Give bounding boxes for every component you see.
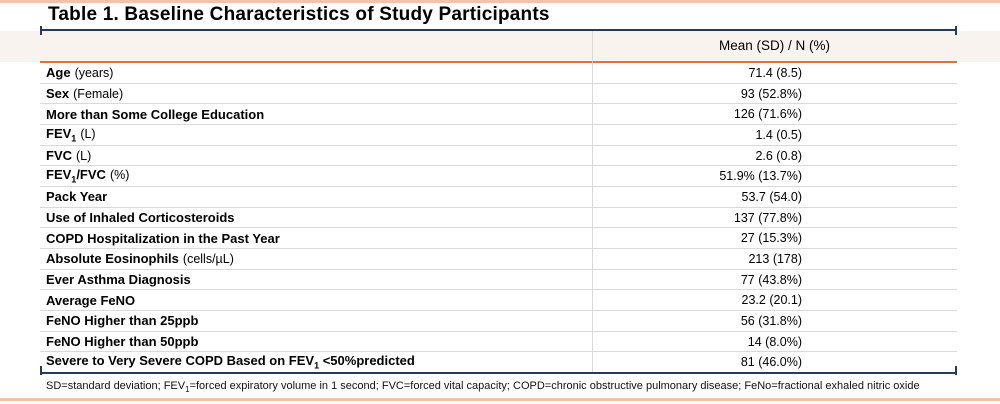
footnote-text: =forced expiratory volume in 1 second; F… [189, 380, 920, 392]
row-label: Pack Year [40, 189, 592, 204]
table-row: More than Some College Education 126 (71… [40, 104, 957, 126]
row-label: FVC (L) [40, 148, 592, 163]
row-label-bold: <50%predicted [319, 353, 415, 369]
row-label: FeNO Higher than 25ppb [40, 313, 592, 328]
row-label-bold: Ever Asthma Diagnosis [46, 272, 191, 288]
table-row: Ever Asthma Diagnosis 77 (43.8%) [40, 270, 957, 291]
row-label: Age (years) [40, 65, 592, 80]
row-value: 93 (52.8%) [740, 86, 802, 101]
row-label-bold: Age [46, 65, 71, 81]
row-value: 2.6 (0.8) [755, 148, 802, 163]
row-label: FeNO Higher than 50ppb [40, 334, 592, 349]
row-value: 56 (31.8%) [740, 313, 802, 328]
row-label-regular: (L) [76, 149, 92, 164]
table-border-tick [955, 26, 957, 35]
row-label: FEV1 (L) [40, 126, 592, 144]
row-label-subscript: 1 [314, 361, 320, 372]
baseline-characteristics-table: Mean (SD) / N (%) Age (years) 71.4 (8.5) … [40, 26, 957, 375]
row-label-bold: FVC [46, 148, 72, 164]
row-label-regular: (years) [74, 66, 114, 81]
table-header-row: Mean (SD) / N (%) [40, 31, 957, 61]
table-row: Age (years) 71.4 (8.5) [40, 63, 957, 84]
row-label: Sex (Female) [40, 86, 592, 101]
table-bottom-border [40, 372, 957, 374]
row-label-bold: FeNO Higher than 50ppb [46, 334, 199, 350]
row-value: 53.7 (54.0) [741, 189, 802, 204]
row-value: 71.4 (8.5) [748, 65, 802, 80]
table-row: FVC (L) 2.6 (0.8) [40, 146, 957, 167]
row-label: Average FeNO [40, 293, 592, 308]
row-label: Absolute Eosinophils (cells/µL) [40, 251, 592, 266]
table-row: Severe to Very Severe COPD Based on FEV1… [40, 352, 957, 372]
table-border-tick [40, 26, 42, 35]
row-label-regular: (Female) [73, 87, 124, 101]
footnote-subscript: 1 [185, 385, 190, 395]
column-divider [592, 31, 593, 372]
row-label-regular: (L) [80, 127, 96, 142]
row-value: 126 (71.6%) [733, 107, 802, 122]
row-label-bold: Sex [46, 86, 70, 101]
row-label: Use of Inhaled Corticosteroids [40, 210, 592, 225]
table-border-tick [955, 366, 957, 375]
table-row: Average FeNO 23.2 (20.1) [40, 290, 957, 312]
row-label-bold: Severe to Very Severe COPD Based on FEV [46, 353, 315, 369]
row-value: 77 (43.8%) [740, 272, 802, 287]
table-row: FEV1/FVC (%) 51.9% (13.7%) [40, 166, 957, 188]
row-label-bold: Absolute Eosinophils [46, 251, 179, 267]
column-header-mean-sd: Mean (SD) / N (%) [718, 38, 830, 53]
row-label-bold: FEV [46, 126, 72, 142]
row-value: 51.9% (13.7%) [719, 169, 802, 184]
row-label-regular: (cells/µL) [182, 252, 234, 267]
row-value: 14 (8.0%) [747, 334, 802, 349]
row-label-bold: More than Some College Education [46, 106, 265, 122]
row-label-bold: FEV [46, 167, 72, 183]
table-top-border [40, 29, 957, 31]
row-label: COPD Hospitalization in the Past Year [40, 231, 592, 246]
row-label-bold: /FVC [76, 167, 106, 183]
table-row: FeNO Higher than 50ppb 14 (8.0%) [40, 332, 957, 353]
row-value: 81 (46.0%) [740, 355, 802, 370]
table-row: FeNO Higher than 25ppb 56 (31.8%) [40, 311, 957, 332]
page-top-rule [0, 0, 1000, 3]
table-row: Absolute Eosinophils (cells/µL) 213 (178) [40, 249, 957, 270]
table-row: Sex (Female) 93 (52.8%) [40, 84, 957, 105]
table-footnote: SD=standard deviation; FEV1=forced expir… [46, 380, 920, 394]
row-label-bold: Average FeNO [46, 292, 136, 308]
row-label: More than Some College Education [40, 107, 592, 122]
table-row: Pack Year 53.7 (54.0) [40, 187, 957, 208]
row-value: 23.2 (20.1) [741, 293, 802, 308]
row-label-bold: FeNO Higher than 25ppb [46, 313, 199, 329]
row-label-bold: Pack Year [46, 189, 108, 205]
row-label-subscript: 1 [71, 133, 77, 144]
table-header-band [0, 31, 1000, 62]
row-label: FEV1/FVC (%) [40, 167, 592, 185]
table-row: COPD Hospitalization in the Past Year 27… [40, 228, 957, 250]
row-value: 1.4 (0.5) [755, 127, 802, 142]
row-label-bold: COPD Hospitalization in the Past Year [46, 230, 280, 246]
row-value: 213 (178) [748, 251, 802, 266]
row-label-regular: (%) [109, 168, 130, 183]
table-row: FEV1 (L) 1.4 (0.5) [40, 125, 957, 146]
header-underline [40, 61, 957, 63]
row-label: Ever Asthma Diagnosis [40, 272, 592, 287]
row-label-subscript: 1 [71, 174, 77, 185]
row-label-bold: Use of Inhaled Corticosteroids [46, 210, 235, 226]
page-bottom-rule [0, 398, 1000, 401]
table-border-tick [40, 366, 42, 375]
table-body: Age (years) 71.4 (8.5) Sex (Female) 93 (52… [40, 63, 957, 372]
row-label: Severe to Very Severe COPD Based on FEV1… [40, 353, 592, 371]
table-row: Use of Inhaled Corticosteroids 137 (77.8… [40, 208, 957, 229]
table-title: Table 1. Baseline Characteristics of Stu… [48, 4, 550, 25]
row-value: 27 (15.3%) [740, 231, 802, 246]
row-value: 137 (77.8%) [733, 210, 802, 225]
footnote-text: SD=standard deviation; FEV [46, 380, 186, 392]
